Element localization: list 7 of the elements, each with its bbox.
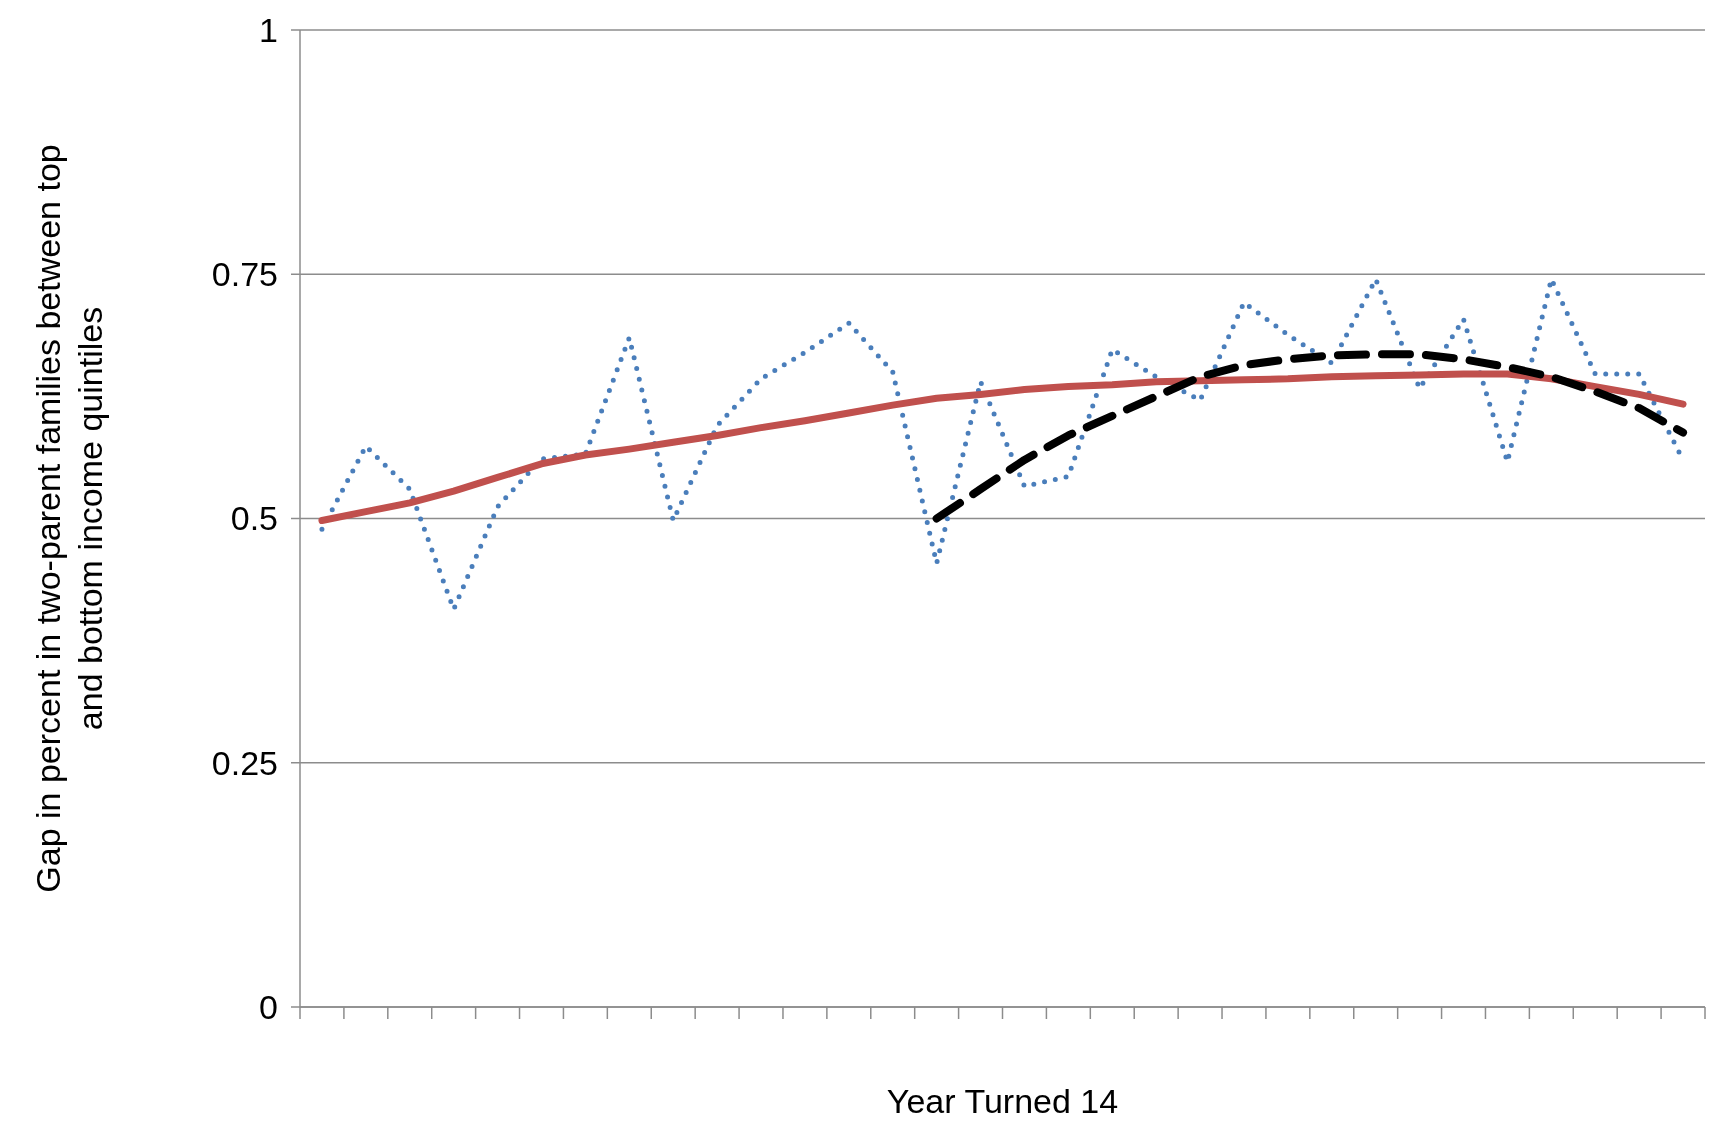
y-tick-label: 1 — [259, 10, 278, 49]
y-tick-label: 0.75 — [211, 255, 278, 294]
x-axis-title: Year Turned 14 — [886, 1082, 1119, 1120]
y-axis-title: Gap in percent in two-parent families between top and bottom income quintiles — [29, 144, 109, 893]
y-tick-label: 0.25 — [211, 743, 278, 782]
y-tick-label: 0 — [259, 987, 278, 1026]
y-tick-label: 0.5 — [230, 499, 278, 538]
